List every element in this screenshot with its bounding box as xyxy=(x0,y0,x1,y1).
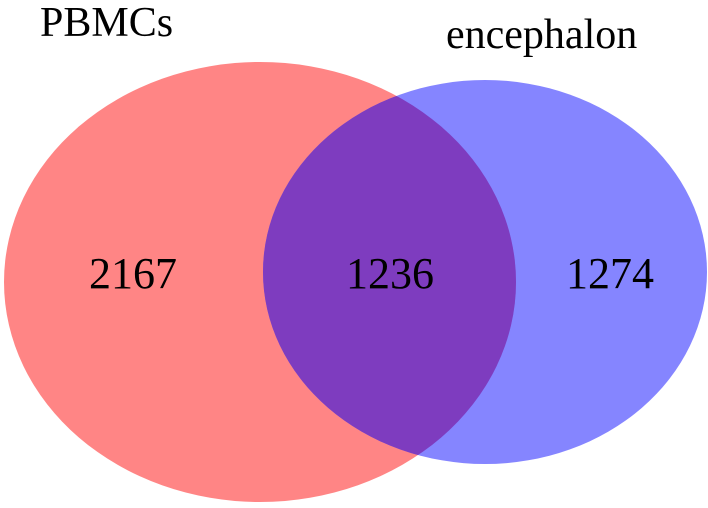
encephalon-set-label: encephalon xyxy=(446,12,637,58)
pbmcs-only-count: 2167 xyxy=(89,249,177,298)
pbmcs-set-label: PBMCs xyxy=(40,0,173,46)
intersection-count: 1236 xyxy=(346,249,434,298)
encephalon-only-count: 1274 xyxy=(566,249,654,298)
intersection-region xyxy=(263,80,516,464)
